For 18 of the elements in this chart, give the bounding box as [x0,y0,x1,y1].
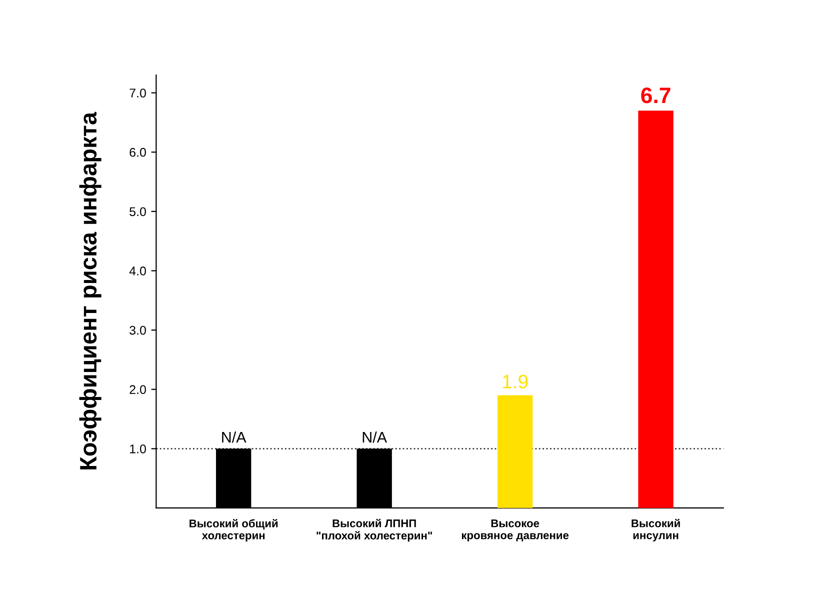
x-tick-label: Высокий ЛПНП "плохой холестерин" [316,518,432,542]
y-tick-label: 7.0 [130,88,146,98]
y-tick-label: 6.0 [130,148,146,157]
bar [638,110,674,508]
y-tick-label: 2.0 [130,385,146,394]
y-tick-label: 4.0 [129,266,146,276]
x-tick-label: Высокий общий холестерин [190,519,278,542]
y-tick-label: 1.0 [130,444,146,454]
data-label: 1.9 [503,374,528,388]
x-tick-label: Высокое кровяное давление [462,520,569,542]
data-label: 6.7 [641,88,670,104]
data-label: N/A [222,431,246,443]
y-axis-title: Коэффициент риска инфаркта [79,112,102,470]
y-tick-label: 5.0 [130,207,146,216]
data-label: N/A [362,431,388,443]
y-tick-label: 3.0 [130,326,146,335]
bar [497,395,533,508]
x-tick-label: Высокий инсулин [632,518,680,542]
